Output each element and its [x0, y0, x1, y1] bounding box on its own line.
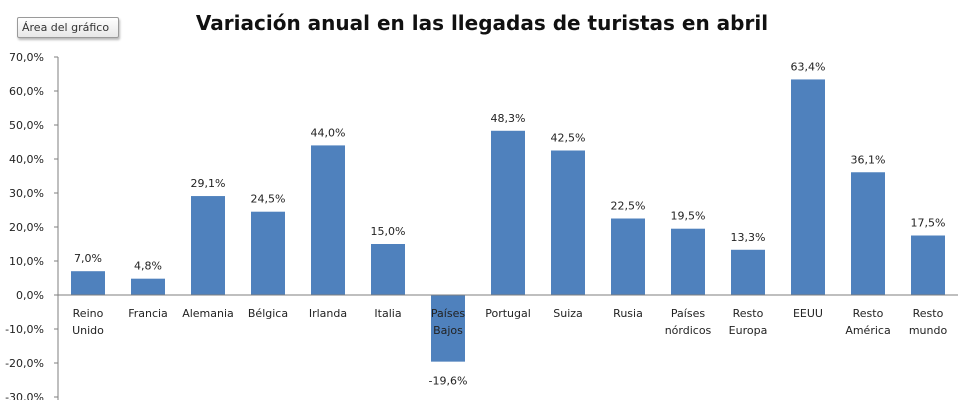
bar [671, 228, 705, 295]
bar [491, 130, 525, 295]
y-tick-label: 50,0% [9, 119, 44, 132]
category-label: Irlanda [309, 307, 347, 320]
bar [131, 278, 165, 295]
data-label: 19,5% [671, 210, 706, 223]
data-label: 24,5% [251, 193, 286, 206]
y-tick-label: -30,0% [5, 391, 44, 400]
category-label: Rusia [613, 307, 643, 320]
bar [371, 244, 405, 295]
bar [71, 271, 105, 295]
data-label: 4,8% [134, 260, 162, 273]
bar [191, 196, 225, 295]
data-label: 22,5% [611, 200, 646, 213]
bar [791, 79, 825, 295]
data-label: 63,4% [791, 60, 826, 73]
y-tick-label: 30,0% [9, 187, 44, 200]
y-tick-label: 0,0% [16, 289, 44, 302]
y-tick-label: -20,0% [5, 357, 44, 370]
data-label: 7,0% [74, 252, 102, 265]
bar [611, 218, 645, 295]
category-label: Países nórdicos [665, 307, 712, 337]
category-label: Reino Unido [72, 307, 104, 337]
data-label: 44,0% [311, 126, 346, 139]
data-label: 36,1% [851, 153, 886, 166]
category-label: Países Bajos [431, 307, 465, 337]
y-tick-label: -10,0% [5, 323, 44, 336]
data-label: -19,6% [429, 375, 468, 388]
category-label: EEUU [793, 307, 823, 320]
category-label: Francia [128, 307, 168, 320]
y-axis: -30,0% -20,0% -10,0% 0,0% 10,0% 20,0% 30,0% 40,… [5, 51, 59, 400]
data-label: 15,0% [371, 225, 406, 238]
category-label: Portugal [485, 307, 531, 320]
y-tick-label: 10,0% [9, 255, 44, 268]
data-label: 13,3% [731, 231, 766, 244]
chart-title: Variación anual en las llegadas de turis… [196, 11, 768, 35]
data-labels: 7,0% 4,8% 29,1% 24,5% 44,0% 15,0% -19,6% 48,3% 4… [74, 60, 945, 387]
y-tick-label: 60,0% [9, 85, 44, 98]
y-tick-label: 70,0% [9, 51, 44, 64]
data-label: 17,5% [911, 217, 946, 230]
bar [311, 145, 345, 295]
chart-area-tooltip: Área del gráfico [17, 17, 119, 38]
data-label: 29,1% [191, 177, 226, 190]
bar [251, 211, 285, 295]
category-label: Resto Europa [729, 307, 768, 337]
bar [851, 172, 885, 295]
category-labels: Reino Unido Francia Alemania Bélgica Irlanda I… [72, 307, 947, 337]
y-tick-label: 20,0% [9, 221, 44, 234]
bar [551, 150, 585, 295]
category-label: Suiza [553, 307, 583, 320]
bars [71, 79, 945, 362]
category-label: Resto América [845, 307, 890, 337]
category-label: Italia [374, 307, 401, 320]
category-label: Resto mundo [909, 307, 948, 337]
data-label: 42,5% [551, 132, 586, 145]
y-tick-label: 40,0% [9, 153, 44, 166]
data-label: 48,3% [491, 112, 526, 125]
bar [731, 249, 765, 295]
category-label: Alemania [182, 307, 234, 320]
bar [911, 235, 945, 295]
category-label: Bélgica [248, 307, 288, 320]
bar [431, 295, 465, 362]
